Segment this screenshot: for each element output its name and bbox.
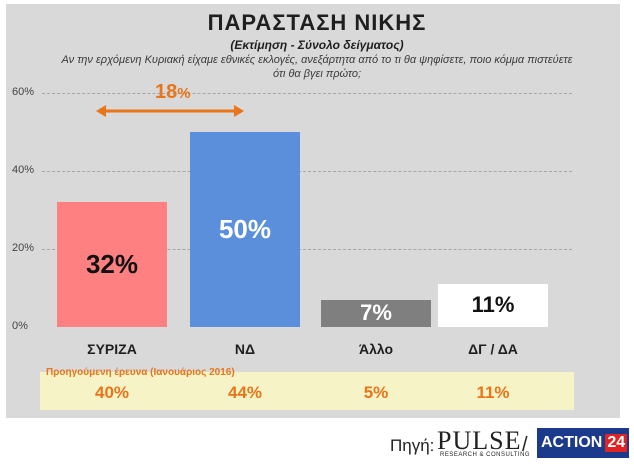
survey-question: Αν την ερχόμενη Κυριακή είχαμε εθνικές ε…	[61, 54, 573, 80]
bar-value-label: 50%	[218, 213, 272, 244]
previous-survey-value: 44%	[227, 383, 263, 402]
previous-survey-value: 11%	[476, 383, 510, 402]
previous-survey-box	[40, 372, 574, 410]
previous-survey-value: 5%	[363, 383, 389, 402]
bar-value-label: 11%	[471, 292, 515, 318]
category-label: ΣΥΡΙΖΑ	[87, 341, 137, 357]
gridline	[42, 171, 572, 172]
pulse-logo: PULSE	[437, 426, 522, 455]
bar-value-label: 32%	[85, 249, 139, 279]
bar	[438, 284, 548, 327]
gridline	[42, 249, 572, 250]
gridline	[42, 93, 572, 94]
double-arrow-icon	[96, 105, 244, 117]
difference-value: 18	[155, 81, 178, 103]
difference-annotation: 18%	[155, 81, 191, 104]
chart-subtitle: (Εκτίμηση - Σύνολο δείγματος)	[230, 38, 404, 52]
source-label: Πηγή:	[390, 436, 435, 455]
difference-unit: %	[177, 85, 191, 102]
y-tick-label: 60%	[12, 86, 35, 98]
previous-survey-value: 40%	[94, 383, 130, 402]
bar-value-label: 7%	[360, 300, 392, 326]
category-label: ΝΔ	[234, 341, 256, 357]
bar	[321, 299, 431, 327]
action24-logo-number: 24	[605, 434, 628, 452]
action24-logo-text: ACTION	[541, 434, 603, 451]
bar	[190, 132, 300, 327]
previous-survey-title: Προηγούμενη έρευνα (Ιανουάριος 2016)	[46, 367, 235, 378]
y-tick-label: 0%	[12, 320, 28, 332]
y-tick-label: 40%	[12, 164, 35, 176]
bar	[57, 202, 167, 327]
category-label: Άλλο	[358, 341, 394, 357]
pulse-tagline: RESEARCH & CONSULTING	[440, 452, 531, 458]
category-label: ΔΓ / ΔΑ	[468, 341, 518, 357]
logo-separator: /	[522, 434, 528, 456]
y-tick-label: 20%	[12, 242, 35, 254]
action24-logo: ACTION 24	[537, 428, 629, 458]
chart-title: ΠΑΡΑΣΤΑΣΗ ΝΙΚΗΣ	[207, 10, 427, 35]
